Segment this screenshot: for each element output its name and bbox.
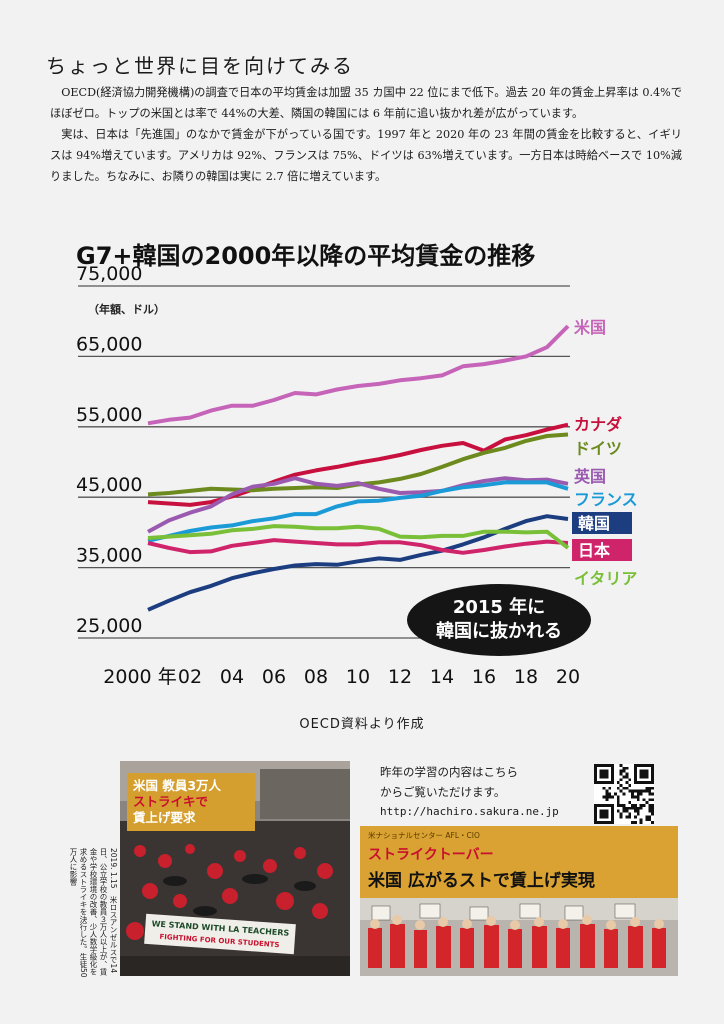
chart-callout: 2015 年に 韓国に抜かれる <box>407 584 591 656</box>
striketober-org: 米ナショナルセンター AFL・CIO <box>368 831 480 840</box>
la-teachers-strike-photo: WE STAND WITH LA TEACHERS FIGHTING FOR O… <box>120 761 350 976</box>
series-label: ドイツ <box>574 439 622 458</box>
x-tick-label: 16 <box>472 666 496 688</box>
series-line-イタリア <box>147 524 570 550</box>
x-tick-label: 02 <box>178 666 202 688</box>
series-line-フランス <box>147 480 569 543</box>
x-tick-label: 04 <box>220 666 244 688</box>
series-line-日本 <box>147 538 569 555</box>
chart-unit-label: （年額、ドル） <box>88 302 165 316</box>
series-line-カナダ <box>147 422 569 507</box>
y-tick-label: 55,000 <box>76 404 142 426</box>
striketober-panel: 米ナショナルセンター AFL・CIO ストライクトーバー 米国 広がるストで賃上… <box>360 826 678 976</box>
x-tick-label: 14 <box>430 666 454 688</box>
series-label: 日本 <box>578 541 610 560</box>
y-tick-label: 45,000 <box>76 474 142 496</box>
link-info: 昨年の学習の内容はこちら からご覧いただけます。 http://hachiro.… <box>380 762 580 822</box>
callout-line-2: 韓国に抜かれる <box>436 620 562 642</box>
series-label: 英国 <box>573 467 606 486</box>
photo-caption-line-2: ストライキで <box>133 794 209 809</box>
series-label-box <box>572 512 632 534</box>
y-tick-label: 65,000 <box>76 333 142 355</box>
y-tick-label: 35,000 <box>76 545 142 567</box>
link-line-2: からご覧いただけます。 <box>380 785 506 799</box>
qr-code-icon[interactable] <box>594 764 654 824</box>
page-heading: ちょっと世界に目を向けてみる <box>46 54 354 78</box>
callout-line-1: 2015 年に <box>453 596 545 618</box>
paragraph-2: 実は、日本は「先進国」のなかで賃金が下がっている国です。1997 年と 2020… <box>50 128 682 183</box>
striketober-title: 米国 広がるストで賃上げ実現 <box>368 871 595 891</box>
x-tick-label: 20 <box>556 666 580 688</box>
photo-caption-line-1: 米国 教員3万人 <box>133 778 222 793</box>
chart-source: OECD資料より作成 <box>299 717 425 732</box>
link-line-1: 昨年の学習の内容はこちら <box>380 765 518 779</box>
x-tick-label: 12 <box>388 666 412 688</box>
chart-title: G7+韓国の2000年以降の平均賃金の推移 <box>76 242 536 270</box>
striketober-photo <box>360 898 678 976</box>
striketober-subtitle: ストライクトーバー <box>368 847 494 863</box>
body-text: OECD(経済協力開発機構)の調査で日本の平均賃金は加盟 35 カ国中 22 位… <box>50 82 682 187</box>
website-link[interactable]: http://hachiro.sakura.ne.jp <box>380 805 559 818</box>
x-tick-label: 18 <box>514 666 538 688</box>
series-line-米国 <box>147 324 570 426</box>
series-label: フランス <box>574 490 638 509</box>
photo-caption-line-3: 賃上げ要求 <box>133 810 196 825</box>
series-label: 米国 <box>574 318 606 337</box>
x-tick-label: 06 <box>262 666 286 688</box>
x-tick-label: 10 <box>346 666 370 688</box>
photo-vertical-caption: 2019. 1.15 米ロスアンゼルスで14日、公立学校の教員３万人以上が、賃金… <box>69 848 118 978</box>
series-label-box <box>572 539 632 561</box>
y-tick-label: 75,000 <box>76 263 142 285</box>
striketober-header: 米ナショナルセンター AFL・CIO ストライクトーバー 米国 広がるストで賃上… <box>360 826 678 898</box>
series-line-英国 <box>147 476 569 534</box>
y-tick-label: 25,000 <box>76 615 142 637</box>
series-label: 韓国 <box>578 514 610 533</box>
photo-caption-box: 米国 教員3万人 ストライキで 賃上げ要求 <box>127 773 255 831</box>
series-label: カナダ <box>574 415 622 434</box>
series-label: イタリア <box>574 569 637 588</box>
paragraph-1: OECD(経済協力開発機構)の調査で日本の平均賃金は加盟 35 カ国中 22 位… <box>50 86 682 120</box>
x-tick-label: 2000 年 <box>103 666 176 688</box>
x-tick-label: 08 <box>304 666 328 688</box>
